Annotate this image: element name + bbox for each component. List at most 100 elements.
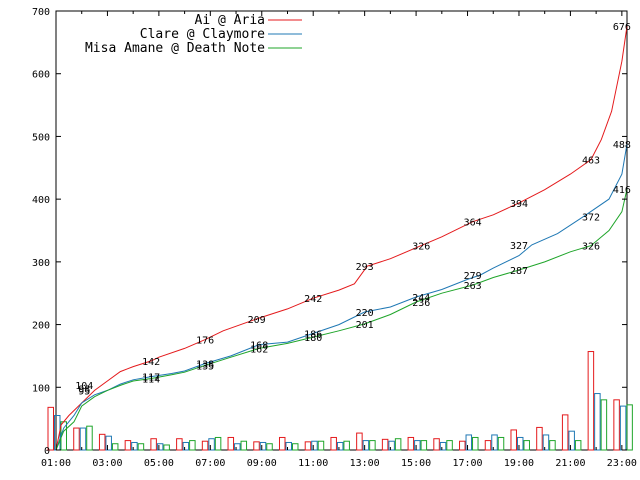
y-tick-label: 200 bbox=[32, 321, 50, 332]
data-label: 220 bbox=[356, 308, 374, 319]
x-tick-label: 09:00 bbox=[247, 458, 277, 469]
bar-0-16 bbox=[459, 440, 466, 451]
bar-1-17 bbox=[491, 434, 498, 451]
bar-1-20 bbox=[568, 430, 575, 451]
legend-label: Misa Amane @ Death Note bbox=[85, 41, 265, 56]
x-tick-label: 21:00 bbox=[555, 458, 585, 469]
bar-2-14 bbox=[420, 440, 428, 451]
bar-0-3 bbox=[124, 440, 132, 451]
bar-1-1 bbox=[79, 427, 87, 451]
bar-0-19 bbox=[536, 426, 543, 451]
bar-2-8 bbox=[266, 443, 273, 451]
x-tick-label: 23:00 bbox=[607, 458, 637, 469]
ticks-layer: 0 100 200 300 400 500 600 700 01:00 03:00 05:00 07:… bbox=[32, 7, 637, 469]
data-label: 242 bbox=[304, 294, 322, 305]
data-label: 488 bbox=[613, 140, 631, 151]
y-tick-label: 100 bbox=[32, 383, 50, 394]
x-tick-label: 01:00 bbox=[41, 458, 71, 469]
bar-2-12 bbox=[369, 440, 376, 451]
bar-1-9 bbox=[285, 441, 292, 451]
bar-2-17 bbox=[497, 436, 505, 451]
bar-0-22 bbox=[613, 399, 620, 451]
y-tick-label: 700 bbox=[32, 7, 50, 18]
y-tick-label: 300 bbox=[32, 258, 50, 269]
bar-1-7 bbox=[234, 443, 241, 451]
bar-2-13 bbox=[394, 438, 402, 451]
bar-0-10 bbox=[304, 441, 312, 451]
bar-0-18 bbox=[510, 429, 517, 451]
data-label: 279 bbox=[464, 271, 482, 282]
y-tick-label: 500 bbox=[32, 132, 50, 143]
data-label: 138 bbox=[196, 359, 214, 370]
bar-0-21 bbox=[587, 351, 595, 451]
data-label: 416 bbox=[613, 185, 631, 196]
data-label: 142 bbox=[142, 357, 160, 368]
data-label: 293 bbox=[356, 262, 374, 273]
bar-0-9 bbox=[278, 436, 286, 451]
bar-0-15 bbox=[433, 438, 440, 451]
bar-1-13 bbox=[388, 440, 395, 451]
bar-1-19 bbox=[542, 434, 550, 451]
data-label: 263 bbox=[464, 281, 482, 292]
bar-1-11 bbox=[336, 441, 344, 451]
bar-1-10 bbox=[311, 440, 318, 451]
bar-1-14 bbox=[414, 440, 421, 451]
bar-1-8 bbox=[259, 441, 267, 451]
x-tick-label: 15:00 bbox=[401, 458, 431, 469]
bar-0-11 bbox=[330, 436, 337, 451]
bar-1-18 bbox=[516, 436, 524, 451]
data-label: 180 bbox=[304, 333, 322, 344]
x-tick-label: 17:00 bbox=[452, 458, 482, 469]
data-label: 201 bbox=[356, 320, 374, 331]
bar-0-4 bbox=[150, 438, 157, 451]
bar-1-5 bbox=[182, 441, 190, 451]
bar-0-0 bbox=[47, 406, 54, 451]
legend-label: Ai @ Aria bbox=[195, 13, 265, 28]
bar-2-2 bbox=[111, 443, 119, 451]
x-tick-label: 07:00 bbox=[195, 458, 225, 469]
data-label: 372 bbox=[582, 213, 600, 224]
bar-2-21 bbox=[600, 399, 608, 451]
bar-2-4 bbox=[163, 444, 170, 451]
series-line-1 bbox=[55, 143, 628, 451]
bar-0-12 bbox=[356, 432, 363, 451]
data-label: 176 bbox=[196, 336, 214, 347]
x-tick-label: 03:00 bbox=[92, 458, 122, 469]
data-label: 98 bbox=[78, 385, 90, 396]
data-label: 162 bbox=[250, 344, 268, 355]
labels-layer: 104 142 176 209 242 293 326 364 394 463 676 98 117 13… bbox=[75, 22, 631, 397]
bar-2-10 bbox=[317, 440, 325, 451]
bar-0-8 bbox=[253, 441, 260, 451]
x-tick-label: 05:00 bbox=[144, 458, 174, 469]
data-label: 104 bbox=[75, 381, 93, 392]
data-label: 463 bbox=[582, 156, 600, 167]
x-tick-label: 11:00 bbox=[298, 458, 328, 469]
bar-1-6 bbox=[208, 438, 215, 451]
bar-0-1 bbox=[73, 427, 80, 451]
bar-0-6 bbox=[201, 440, 209, 451]
bar-0-2 bbox=[98, 433, 106, 451]
data-label: 394 bbox=[510, 199, 528, 210]
bars-layer bbox=[47, 351, 633, 451]
data-label: 676 bbox=[613, 22, 631, 33]
bar-2-15 bbox=[446, 440, 453, 451]
bar-1-16 bbox=[465, 434, 473, 451]
data-label: 326 bbox=[412, 242, 430, 253]
bar-2-22 bbox=[626, 404, 633, 451]
data-label: 364 bbox=[464, 218, 482, 229]
series-line-2 bbox=[55, 188, 628, 451]
bar-0-13 bbox=[381, 438, 389, 451]
bar-2-19 bbox=[549, 440, 556, 451]
data-label: 186 bbox=[304, 329, 322, 340]
bar-2-1 bbox=[86, 425, 93, 451]
bar-0-5 bbox=[176, 438, 183, 451]
bar-2-18 bbox=[523, 440, 530, 451]
x-tick-label: 19:00 bbox=[504, 458, 534, 469]
bar-1-3 bbox=[131, 441, 138, 451]
bar-2-3 bbox=[137, 443, 145, 451]
y-tick-label: 400 bbox=[32, 195, 50, 206]
data-label: 236 bbox=[412, 298, 430, 309]
bar-1-21 bbox=[594, 393, 601, 451]
bar-1-15 bbox=[439, 441, 447, 451]
